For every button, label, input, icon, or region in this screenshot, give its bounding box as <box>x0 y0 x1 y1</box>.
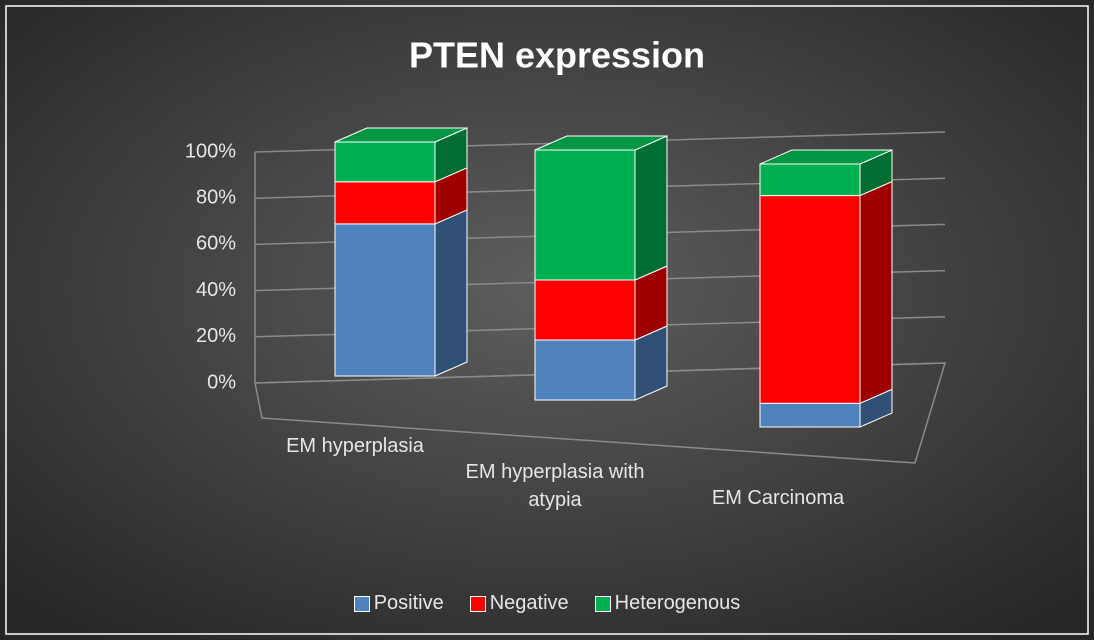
chart-title: PTEN expression <box>409 35 705 76</box>
bar-segment <box>759 195 861 404</box>
bar-top <box>334 127 468 143</box>
y-tick-label: 0% <box>207 371 236 393</box>
legend: Positive Negative Heterogenous <box>0 592 1094 615</box>
y-tick-label: 40% <box>196 279 236 301</box>
legend-label: Heterogenous <box>614 592 741 614</box>
legend-item: Negative <box>469 592 569 615</box>
bar-segment <box>759 163 861 197</box>
x-tick-label: EM hyperplasia with atypia <box>465 461 645 511</box>
legend-label: Negative <box>489 592 569 614</box>
legend-item: Heterogenous <box>594 592 741 615</box>
x-tick-label: EM Carcinoma <box>711 487 845 509</box>
y-tick-label: 100% <box>185 140 236 162</box>
bar-top <box>534 135 668 151</box>
bar-segment <box>534 149 636 281</box>
bar-segment <box>334 181 436 225</box>
y-tick-label: 20% <box>196 325 236 347</box>
y-tick-label: 60% <box>196 233 236 255</box>
legend-swatch <box>469 595 486 612</box>
bar-side <box>634 135 668 281</box>
legend-swatch <box>594 595 611 612</box>
plot: 0% 20% 40% 60% 80% 100% <box>185 127 947 464</box>
bar-side <box>859 180 893 405</box>
bar-segment <box>334 141 436 183</box>
bar-top <box>759 149 893 165</box>
legend-item: Positive <box>353 592 444 615</box>
bar-segment <box>334 223 436 377</box>
bar-segment <box>759 402 861 428</box>
border <box>5 5 1089 635</box>
bar-side <box>434 209 468 377</box>
legend-label: Positive <box>373 592 444 614</box>
bar-segment <box>534 279 636 341</box>
bar-segment <box>534 339 636 401</box>
y-tick-label: 80% <box>196 186 236 208</box>
x-tick-label: EM hyperplasia <box>286 435 424 457</box>
legend-swatch <box>353 595 370 612</box>
